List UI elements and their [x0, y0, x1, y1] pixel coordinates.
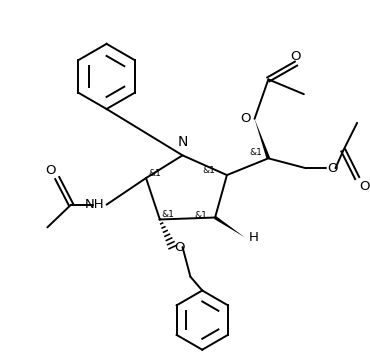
Text: O: O — [240, 113, 250, 125]
Text: &1: &1 — [202, 166, 215, 175]
Polygon shape — [214, 216, 245, 237]
Text: &1: &1 — [194, 211, 207, 220]
Text: &1: &1 — [148, 169, 161, 178]
Text: &1: &1 — [162, 210, 175, 219]
Text: N: N — [177, 135, 188, 150]
Text: O: O — [291, 50, 301, 62]
Text: O: O — [175, 241, 185, 254]
Text: NH: NH — [85, 198, 105, 211]
Text: &1: &1 — [249, 148, 262, 157]
Text: O: O — [45, 164, 55, 177]
Text: H: H — [249, 231, 259, 244]
Text: O: O — [327, 162, 338, 175]
Text: O: O — [359, 180, 370, 193]
Polygon shape — [255, 119, 270, 159]
